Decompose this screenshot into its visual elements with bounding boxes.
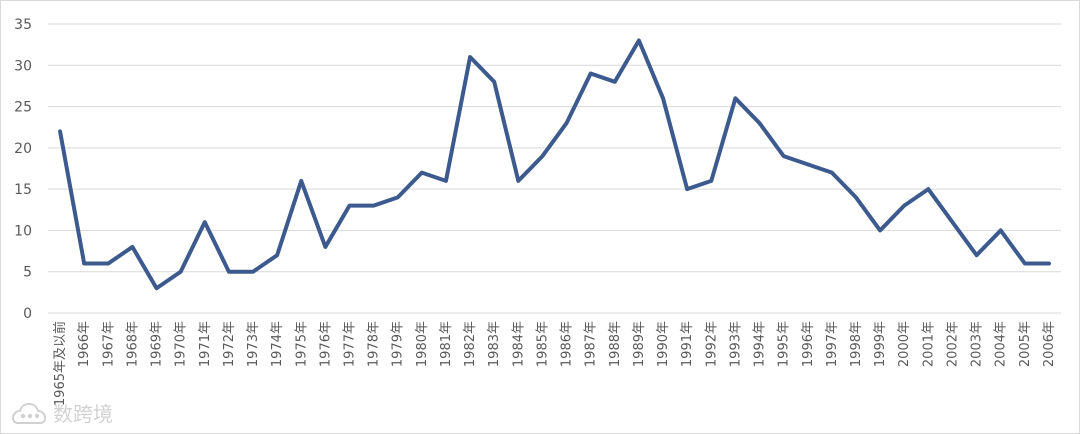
x-tick-label: 1981年 [439,321,454,367]
x-tick-label: 1974年 [270,321,285,367]
x-tick-label: 2005年 [1018,321,1033,367]
x-tick-label: 2001年 [921,321,936,367]
x-tick-label: 1973年 [246,321,261,367]
y-tick-label: 10 [14,223,32,239]
x-tick-label: 1999年 [873,321,888,367]
x-tick-label: 2003年 [970,321,985,367]
x-tick-label: 1965年及以前 [52,321,68,406]
y-tick-label: 20 [14,141,32,157]
x-tick-label: 1994年 [753,321,768,367]
x-tick-label: 1967年 [101,321,116,367]
x-tick-label: 1966年 [77,321,92,367]
x-tick-label: 1986年 [560,321,575,367]
x-tick-label: 1984年 [511,321,526,367]
x-tick-label: 1992年 [704,321,719,367]
watermark: 数跨境 [9,398,113,427]
x-tick-label: 1995年 [777,321,792,367]
watermark-text: 数跨境 [53,402,113,426]
x-tick-label: 1975年 [294,321,309,367]
x-tick-label: 1996年 [801,321,816,367]
x-tick-label: 1978年 [367,321,382,367]
series-line [58,38,1051,291]
x-tick-label: 2006年 [1042,321,1057,367]
x-tick-label: 1972年 [222,321,237,367]
x-tick-label: 1979年 [391,321,406,367]
x-tick-label: 1970年 [174,321,189,367]
x-tick-label: 2000年 [897,321,912,367]
x-tick-label: 1990年 [656,321,671,367]
x-tick-label: 1982年 [463,321,478,367]
x-tick-label: 1989年 [632,321,647,367]
x-tick-label: 1976年 [318,321,333,367]
x-tick-label: 1983年 [487,321,502,367]
y-tick-label: 15 [14,182,32,198]
x-tick-label: 1993年 [728,321,743,367]
x-tick-label: 2002年 [945,321,960,367]
x-tick-label: 1969年 [150,321,165,367]
y-tick-label: 5 [23,265,32,281]
x-tick-label: 1988年 [608,321,623,367]
x-tick-label: 1998年 [849,321,864,367]
y-tick-label: 35 [14,17,32,33]
y-tick-label: 25 [14,100,32,116]
x-tick-label: 1977年 [342,321,357,367]
x-tick-label: 2004年 [994,321,1009,367]
x-tick-label: 1971年 [198,321,213,367]
x-tick-label: 1987年 [584,321,599,367]
x-tick-label: 1968年 [125,321,140,367]
y-tick-label: 0 [23,306,32,322]
x-tick-label: 1991年 [680,321,695,367]
x-tick-label: 1985年 [535,321,550,367]
cloud-logo-icon [9,401,49,425]
y-tick-label: 30 [14,58,32,74]
x-tick-label: 1997年 [825,321,840,367]
x-tick-label: 1980年 [415,321,430,367]
